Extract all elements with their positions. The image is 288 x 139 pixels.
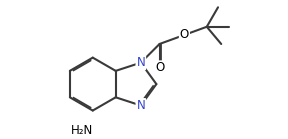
- Text: O: O: [155, 61, 164, 74]
- Text: N: N: [137, 56, 145, 69]
- Text: N: N: [137, 99, 145, 112]
- Text: O: O: [180, 28, 189, 41]
- Text: H₂N: H₂N: [71, 124, 93, 137]
